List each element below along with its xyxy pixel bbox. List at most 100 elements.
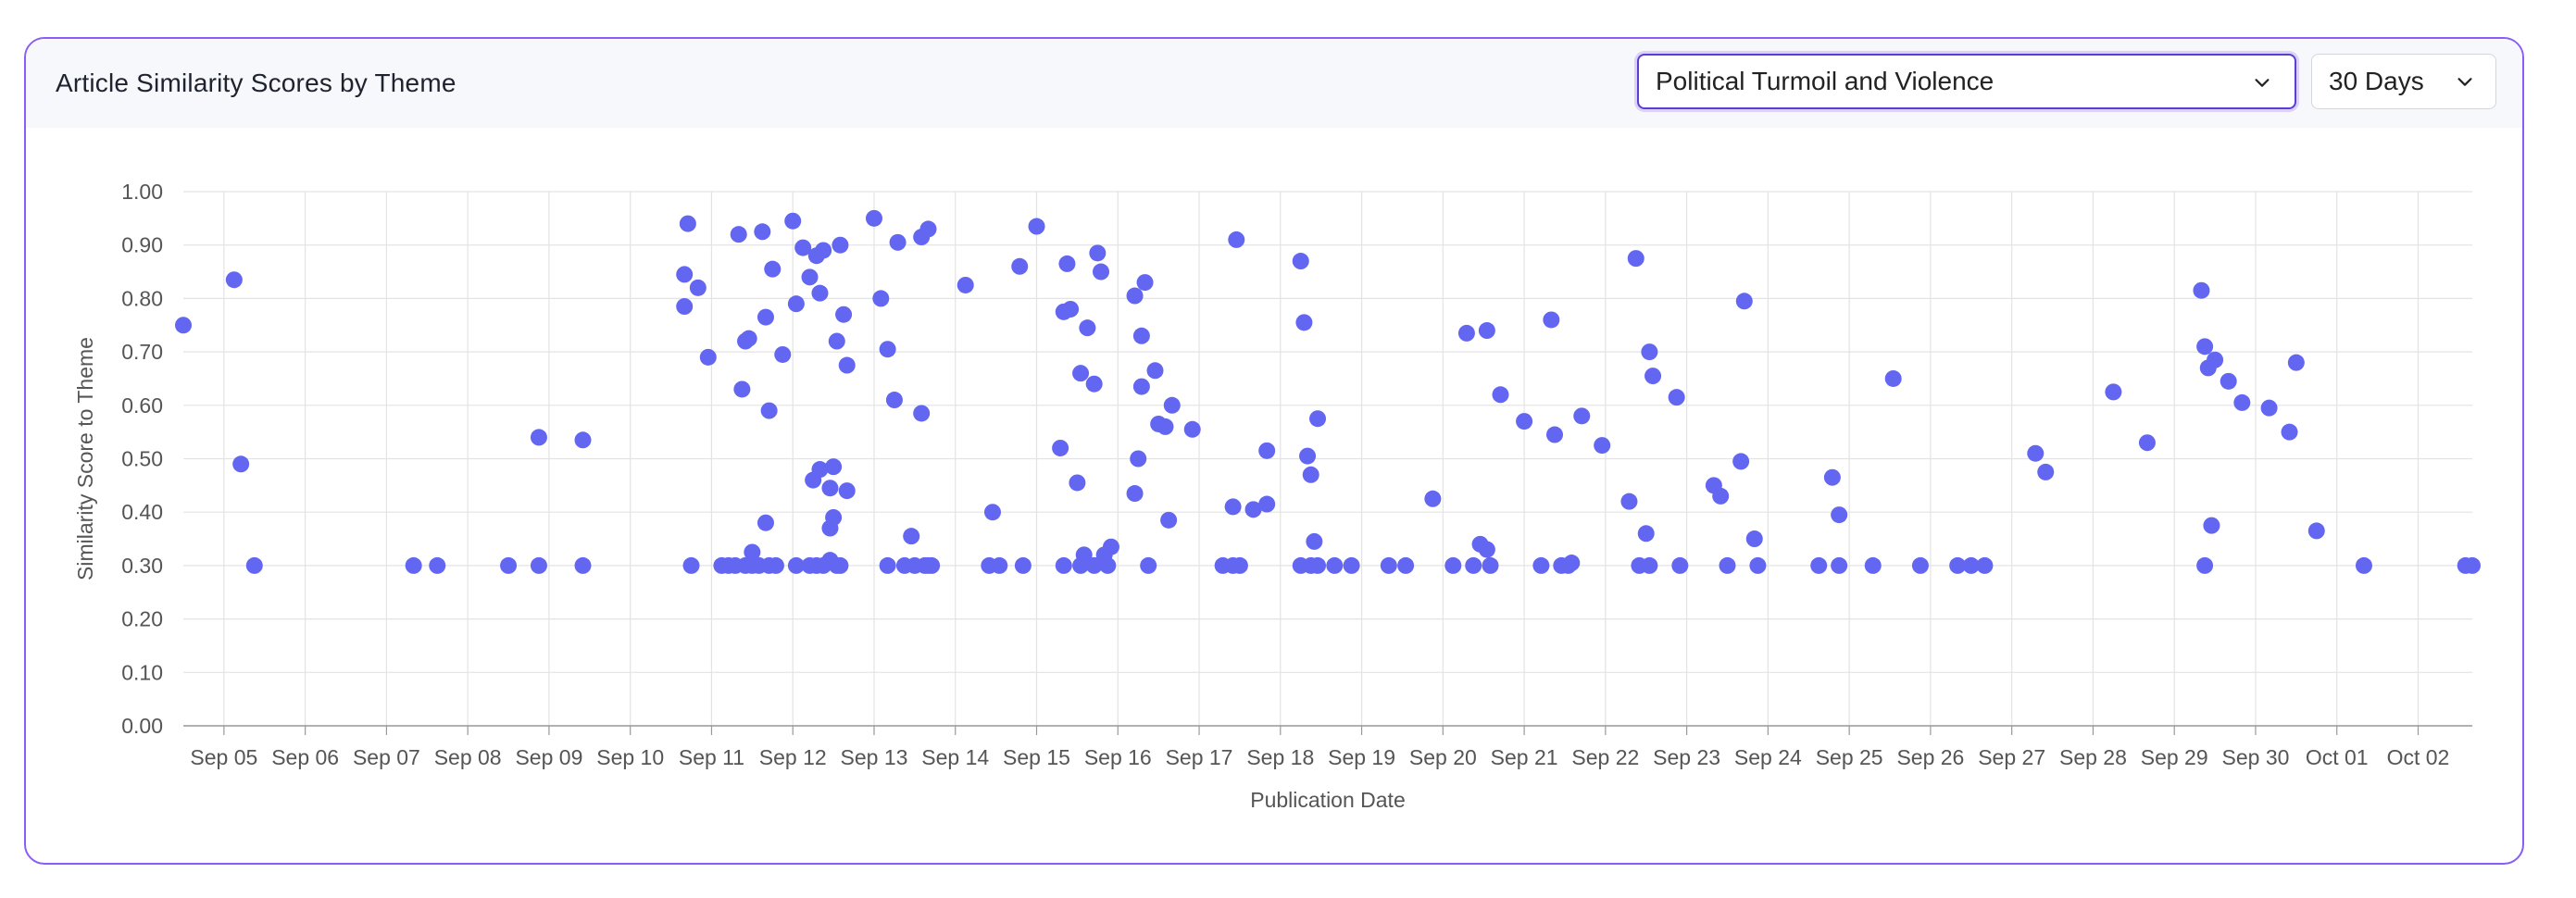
x-tick-label: Sep 27: [1978, 745, 2045, 769]
data-point: [1062, 300, 1080, 318]
scatter-chart: 0.00 0.10 0.20 0.30 0.40 0.50 0.60 0.70 0.80 0.90…: [73, 180, 2481, 812]
data-point: [1444, 556, 1462, 574]
x-tick-label: Sep 08: [434, 745, 502, 769]
data-point: [1011, 257, 1029, 275]
data-point: [1641, 343, 1658, 361]
data-point: [872, 290, 890, 307]
data-point: [679, 215, 696, 232]
data-point: [1546, 426, 1564, 443]
data-point: [2220, 372, 2237, 390]
data-point: [1099, 556, 1117, 574]
data-point: [815, 242, 832, 259]
data-point: [1309, 410, 1327, 428]
data-point: [405, 556, 422, 574]
data-point: [740, 330, 757, 347]
data-point: [1014, 556, 1032, 574]
y-tick-label: 0.80: [121, 286, 163, 310]
data-point: [1072, 365, 1090, 382]
x-tick-label: Sep 13: [841, 745, 908, 769]
data-point: [1573, 407, 1591, 425]
data-point: [1749, 556, 1767, 574]
data-point: [991, 556, 1008, 574]
data-point: [1492, 386, 1509, 404]
data-point: [1299, 447, 1317, 465]
data-point: [821, 480, 839, 497]
y-tick-label: 0.90: [121, 233, 163, 257]
data-point: [811, 461, 829, 479]
data-point: [825, 508, 843, 526]
data-point: [879, 556, 896, 574]
data-point: [983, 504, 1001, 521]
data-point: [2233, 393, 2251, 411]
data-point: [2281, 423, 2298, 441]
data-point: [1089, 244, 1107, 262]
chart-card: Article Similarity Scores by Theme Polit…: [24, 37, 2524, 865]
data-point: [1543, 311, 1560, 329]
data-point: [889, 233, 907, 251]
data-point: [2037, 463, 2055, 480]
data-point: [1309, 556, 1327, 574]
x-tick-label: Sep 19: [1328, 745, 1395, 769]
data-point: [1146, 362, 1164, 380]
data-point: [1079, 319, 1096, 337]
data-point: [1478, 322, 1495, 340]
theme-select[interactable]: Political Turmoil and Violence: [1637, 54, 2296, 109]
data-point: [1069, 474, 1086, 492]
x-tick-label: Sep 07: [353, 745, 420, 769]
y-tick-label: 0.30: [121, 554, 163, 578]
data-point: [1132, 378, 1150, 395]
data-point: [757, 308, 774, 326]
x-tick-label: Sep 11: [679, 745, 744, 769]
data-point: [1864, 556, 1882, 574]
x-tick-label: Sep 15: [1003, 745, 1070, 769]
data-point: [1644, 368, 1662, 385]
data-point: [1457, 324, 1475, 342]
chevron-down-icon: [2255, 79, 2270, 87]
y-tick-label: 1.00: [121, 180, 163, 204]
data-point: [1516, 413, 1533, 430]
data-point: [1745, 530, 1763, 548]
theme-select-value: Political Turmoil and Violence: [1656, 67, 1995, 95]
data-point: [784, 212, 802, 230]
data-point: [1326, 556, 1344, 574]
data-point: [913, 405, 931, 422]
data-point: [754, 223, 771, 241]
data-point: [1130, 450, 1147, 468]
data-point: [832, 556, 849, 574]
data-point: [1962, 556, 1980, 574]
y-tick-label: 0.60: [121, 393, 163, 418]
data-point: [1735, 293, 1753, 310]
x-tick-label: Sep 22: [1571, 745, 1639, 769]
data-point: [757, 514, 774, 531]
data-point: [764, 260, 782, 278]
data-point: [1884, 369, 1902, 387]
range-select-value: 30 Days: [2329, 67, 2424, 95]
data-point: [774, 345, 792, 363]
data-point: [1641, 556, 1658, 574]
y-tick-label: 0.70: [121, 340, 163, 364]
y-axis-label: Similarity Score to Theme: [73, 337, 97, 580]
data-point: [2138, 434, 2156, 452]
data-point: [1831, 506, 1848, 524]
data-point: [1732, 453, 1750, 470]
data-point: [1380, 556, 1397, 574]
data-point: [923, 556, 941, 574]
data-point: [574, 431, 592, 449]
data-point: [903, 528, 920, 545]
data-point: [1949, 556, 1967, 574]
data-point: [2196, 556, 2214, 574]
data-point: [744, 543, 761, 561]
data-point: [1563, 555, 1581, 572]
data-point: [689, 279, 707, 296]
data-point: [1224, 498, 1242, 516]
data-point: [794, 239, 812, 256]
x-tick-label: Sep 17: [1166, 745, 1233, 769]
data-point: [767, 556, 784, 574]
data-point: [865, 209, 882, 227]
data-point: [2196, 338, 2214, 355]
data-point: [1160, 511, 1178, 529]
data-point: [175, 317, 192, 334]
range-select[interactable]: 30 Days: [2311, 54, 2496, 109]
data-point: [232, 455, 250, 473]
data-point: [835, 306, 853, 323]
